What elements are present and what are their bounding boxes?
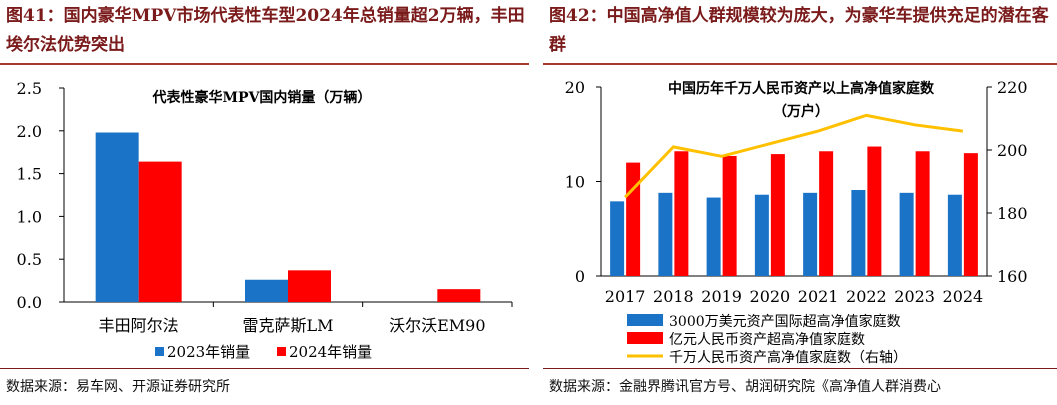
bar xyxy=(803,192,818,276)
bar xyxy=(138,161,182,302)
legend-swatch xyxy=(277,347,286,356)
x-tick-label: 2023 xyxy=(894,287,935,306)
bar xyxy=(245,279,288,302)
legend-swatch xyxy=(627,314,663,326)
left-figure-title: 图41：国内豪华MPV市场代表性车型2024年总销量超2万辆，丰田埃尔法优势突出 xyxy=(6,6,525,55)
series-line xyxy=(624,113,964,199)
left-title-rule xyxy=(0,63,529,65)
y-tick-label: 2.0 xyxy=(17,122,42,141)
bar xyxy=(754,194,769,276)
x-tick-label: 2020 xyxy=(750,287,791,306)
bar xyxy=(674,151,689,276)
bar xyxy=(437,289,481,302)
right-figure-panel: 图42：中国高净值人群规模较为庞大，为豪华车提供充足的潜在客群 0 10 20 160… xyxy=(543,0,1057,405)
left-source-note: 数据来源：易车网、开源证券研究所 xyxy=(6,379,230,395)
legend-swatch xyxy=(627,332,663,344)
legend-swatch xyxy=(155,347,164,356)
bar xyxy=(899,192,914,276)
x-tick-label: 2021 xyxy=(798,287,839,306)
y-tick-label: 1.5 xyxy=(17,165,42,184)
chart-title-unit: （万户） xyxy=(773,103,829,120)
right-figure-title: 图42：中国高净值人群规模较为庞大，为豪华车提供充足的潜在客群 xyxy=(549,6,1049,55)
legend-label: 千万人民币资产高净值家庭数（右轴） xyxy=(669,349,907,366)
left-figure-panel: 图41：国内豪华MPV市场代表性车型2024年总销量超2万辆，丰田埃尔法优势突出… xyxy=(0,6,529,395)
bar xyxy=(288,270,331,302)
x-tick-label: 2022 xyxy=(846,287,887,306)
right-y-tick-label: 160 xyxy=(997,267,1028,286)
x-tick-label: 2024 xyxy=(943,287,984,306)
left-y-tick-label: 0 xyxy=(575,267,585,286)
legend-label: 亿元人民币资产超高净值家庭数 xyxy=(669,331,865,348)
bar xyxy=(867,146,882,276)
bar xyxy=(722,155,737,276)
left-bar-chart: 0.0 0.5 1.0 1.5 2.0 2.5 代表性豪华MPV国内销量（万辆） 丰田阿尔法 雷… xyxy=(17,79,513,361)
bar xyxy=(819,151,834,276)
x-tick-label: 丰田阿尔法 xyxy=(99,316,179,335)
chart-title: 中国历年千万人民币资产以上高净值家庭数 xyxy=(668,80,935,97)
x-tick-label: 2019 xyxy=(701,287,742,306)
right-y-tick-label: 220 xyxy=(997,78,1028,97)
x-tick-label: 沃尔沃EM90 xyxy=(389,316,485,335)
right-combo-chart: 0 10 20 160 180 200 220 中国历年千万人民币资产以上高净值家庭数 （万户）… xyxy=(565,78,1028,366)
bar xyxy=(706,197,721,276)
bar xyxy=(963,153,978,276)
bar xyxy=(658,192,673,276)
bar xyxy=(851,190,866,276)
right-y-tick-label: 180 xyxy=(997,204,1028,223)
chart-title: 代表性豪华MPV国内销量（万辆） xyxy=(152,89,372,106)
y-tick-label: 1.0 xyxy=(17,207,42,226)
left-bottom-rule xyxy=(0,368,529,369)
x-tick-label: 2017 xyxy=(605,287,646,306)
legend-label: 2023年销量 xyxy=(167,343,250,361)
right-title-rule xyxy=(543,63,1057,65)
x-tick-label: 雷克萨斯LM xyxy=(242,316,333,335)
bar xyxy=(947,194,962,276)
left-y-tick-label: 20 xyxy=(565,78,585,97)
y-tick-label: 0.5 xyxy=(17,250,42,269)
legend-label: 2024年销量 xyxy=(289,343,372,361)
left-y-tick-label: 10 xyxy=(565,173,585,192)
bar xyxy=(95,132,139,302)
bar xyxy=(915,151,930,276)
y-tick-label: 2.5 xyxy=(17,79,42,98)
y-tick-label: 0.0 xyxy=(17,293,42,312)
x-tick-label: 2018 xyxy=(653,287,694,306)
bar xyxy=(610,201,625,276)
bar xyxy=(770,154,785,276)
right-source-note: 数据来源：金融界腾讯官方号、胡润研究院《高净值人群消费心 xyxy=(549,379,941,395)
bar xyxy=(626,162,641,276)
legend-label: 3000万美元资产国际超高净值家庭数 xyxy=(669,313,901,330)
right-y-tick-label: 200 xyxy=(997,141,1028,160)
right-bottom-rule xyxy=(543,368,1057,369)
